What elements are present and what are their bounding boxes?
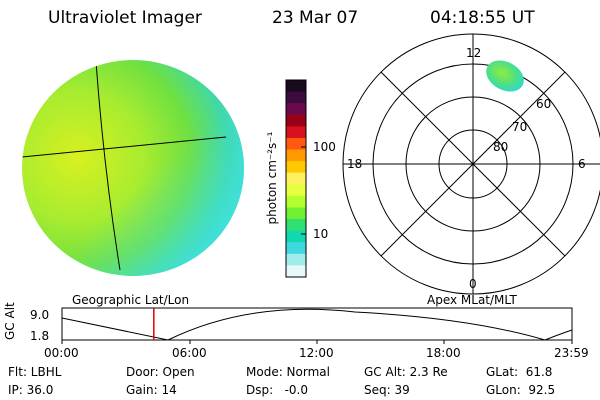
- mlt-label-0: 0: [469, 277, 477, 291]
- earth-disk-image: [22, 60, 244, 276]
- alt-max-label: 9.0: [30, 308, 50, 322]
- time-tick-1: 06:00: [172, 346, 207, 360]
- mlt-label-12: 12: [466, 46, 482, 60]
- alt-axis-label: GC Alt: [3, 302, 17, 340]
- colorbar-segment: [286, 195, 306, 209]
- colorbar-segment: [286, 184, 306, 197]
- colorbar-segment: [286, 80, 306, 93]
- mlat-label-70: 70: [512, 120, 528, 134]
- colorbar-segment: [286, 126, 306, 139]
- altitude-plot: [61, 307, 573, 344]
- filter-info: Flt: LBHL: [8, 365, 62, 379]
- colorbar: [286, 80, 306, 278]
- ip-info: IP: 36.0: [8, 383, 54, 397]
- colorbar-segment: [286, 114, 306, 127]
- colorbar-segment: [286, 91, 306, 104]
- gc-alt-info: GC Alt: 2.3 Re: [364, 365, 448, 379]
- auroral-oval-image: [486, 60, 524, 92]
- colorbar-segment: [286, 161, 306, 174]
- colorbar-tick-10: 10: [313, 227, 329, 241]
- time-tick-2: 12:00: [299, 346, 334, 360]
- observation-time: 04:18:55 UT: [430, 8, 535, 28]
- geographic-grid-lines: [22, 61, 227, 271]
- seq-info: Seq: 39: [364, 383, 410, 397]
- time-tick-0: 00:00: [44, 346, 79, 360]
- mlat-label-60: 60: [536, 97, 552, 111]
- glat-info: GLat: 61.8: [486, 365, 553, 379]
- colorbar-segment: [286, 242, 306, 255]
- mlat-label-80: 80: [493, 140, 509, 154]
- dsp-info: Dsp: -0.0: [246, 383, 309, 397]
- colorbar-segment: [286, 253, 306, 267]
- geographic-panel-label: Geographic Lat/Lon: [72, 293, 190, 307]
- apex-panel-label: Apex MLat/MLT: [427, 293, 517, 307]
- alt-min-label: 1.8: [30, 329, 50, 343]
- observation-date: 23 Mar 07: [272, 8, 359, 28]
- mlt-label-18: 18: [347, 157, 363, 171]
- colorbar-segment: [286, 207, 306, 220]
- colorbar-segment: [286, 172, 306, 185]
- mlt-label-6: 6: [578, 157, 586, 171]
- colorbar-segment: [286, 149, 306, 162]
- colorbar-tick-100: 100: [313, 140, 336, 154]
- instrument-title: Ultraviolet Imager: [48, 8, 202, 28]
- mode-info: Mode: Normal: [246, 365, 330, 379]
- door-info: Door: Open: [126, 365, 195, 379]
- glon-info: GLon: 92.5: [486, 383, 556, 397]
- colorbar-segment: [286, 219, 306, 232]
- colorbar-unit-label: photon cm⁻²s⁻¹: [265, 131, 279, 225]
- time-tick-3: 18:00: [426, 346, 461, 360]
- colorbar-segment: [286, 103, 306, 116]
- colorbar-segment: [286, 137, 306, 151]
- time-tick-4: 23:59: [554, 346, 589, 360]
- polar-plot: [342, 33, 600, 295]
- colorbar-segment: [286, 230, 306, 243]
- colorbar-segment: [286, 265, 306, 278]
- gain-info: Gain: 14: [126, 383, 177, 397]
